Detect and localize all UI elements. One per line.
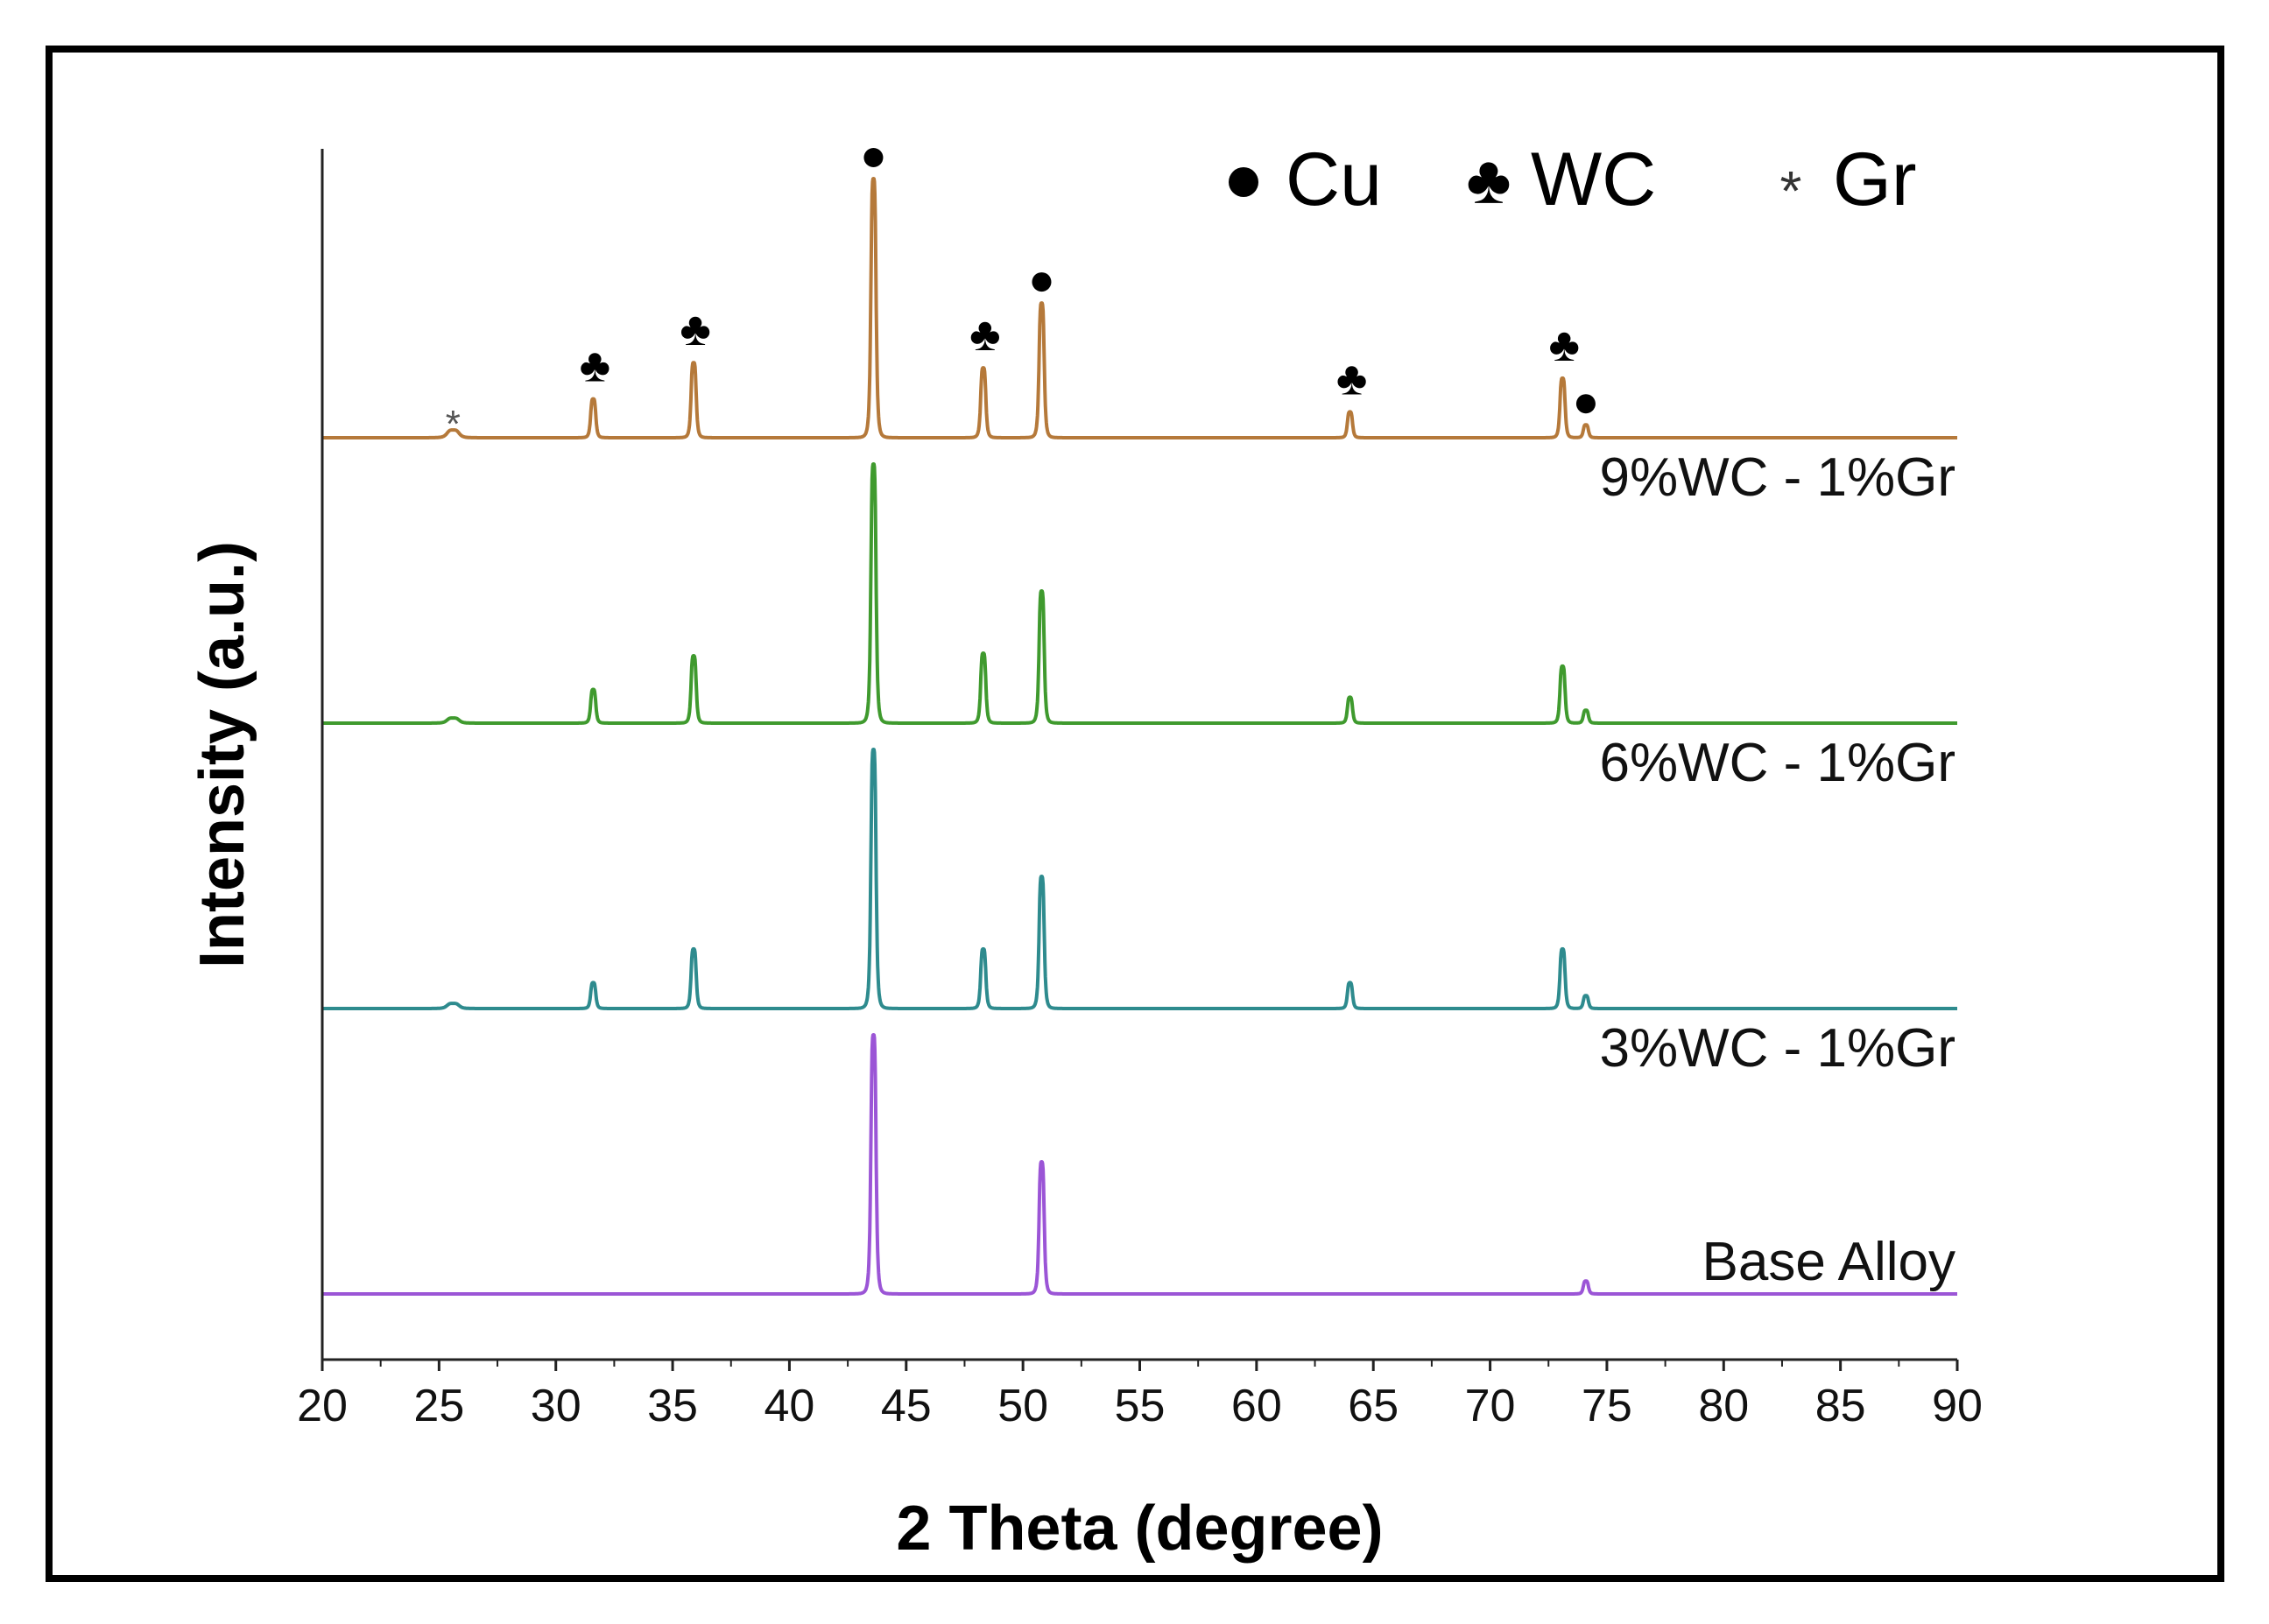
x-tick-label: 40	[765, 1381, 815, 1431]
wc-legend-icon: ♣	[1466, 141, 1511, 218]
series-6wc-line	[321, 462, 1959, 725]
x-tick-label: 85	[1815, 1381, 1866, 1431]
series-3wc-label: 3%WC - 1%Gr	[1600, 1018, 1955, 1079]
series-9wc-line	[321, 177, 1959, 439]
wc-peak-marker: ♣	[680, 303, 710, 355]
wc-peak-marker: ♣	[1336, 352, 1367, 404]
phase-marker-layer: * ♣ ♣ ♣ ♣ ♣	[446, 148, 1596, 446]
x-tick-label: 30	[531, 1381, 581, 1431]
legend-cu: Cu	[1229, 137, 1382, 221]
x-tick-label: 90	[1932, 1381, 1983, 1431]
legend: Cu ♣ WC * Gr	[1229, 137, 1917, 222]
series-9wc-label: 9%WC - 1%Gr	[1600, 447, 1955, 508]
series-layer: 9%WC - 1%Gr 6%WC - 1%Gr 3%WC - 1%Gr Base Al…	[321, 177, 1959, 1296]
x-tick-label: 25	[413, 1381, 464, 1431]
y-axis-title: Intensity (a.u.)	[187, 541, 257, 968]
x-tick-label: 50	[997, 1381, 1048, 1431]
x-tick-label: 60	[1231, 1381, 1282, 1431]
legend-gr-label: Gr	[1833, 137, 1917, 221]
series-6wc-label: 6%WC - 1%Gr	[1600, 733, 1955, 793]
cu-peak-marker	[1575, 394, 1596, 414]
x-tick-label: 70	[1465, 1381, 1516, 1431]
x-tick-label: 75	[1582, 1381, 1632, 1431]
x-tick-label: 20	[297, 1381, 348, 1431]
wc-peak-marker: ♣	[580, 340, 610, 392]
legend-wc-label: WC	[1531, 137, 1656, 221]
series-base-line	[321, 1033, 1959, 1296]
wc-peak-marker: ♣	[1549, 319, 1580, 371]
x-tick-label: 65	[1348, 1381, 1399, 1431]
x-tick-label: 55	[1115, 1381, 1166, 1431]
wc-peak-marker: ♣	[969, 308, 1000, 361]
figure-frame	[46, 46, 2224, 1582]
series-base-label: Base Alloy	[1702, 1232, 1955, 1292]
legend-gr: * Gr	[1780, 137, 1917, 222]
legend-cu-label: Cu	[1286, 137, 1382, 221]
gr-peak-marker: *	[446, 403, 461, 446]
x-tick-label: 80	[1698, 1381, 1749, 1431]
cu-peak-marker	[863, 148, 884, 167]
cu-legend-icon	[1229, 167, 1258, 197]
x-axis-title: 2 Theta (degree)	[896, 1494, 1383, 1564]
x-tick-label: 35	[647, 1381, 698, 1431]
cu-peak-marker	[1032, 272, 1052, 292]
axes-layer: 20 25 30 35 40 45 50 55 60 65 70 75 80 85 90	[297, 149, 1983, 1431]
gr-legend-icon: *	[1780, 159, 1802, 222]
x-tick-label: 45	[881, 1381, 932, 1431]
legend-wc: ♣ WC	[1466, 137, 1656, 221]
series-3wc-line	[321, 748, 1959, 1010]
